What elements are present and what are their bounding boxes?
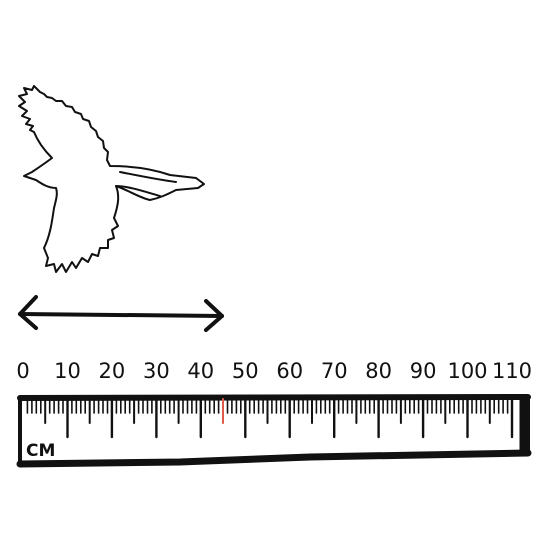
ruler-unit-label: CM bbox=[26, 441, 55, 461]
ruler-label-90: 90 bbox=[410, 359, 437, 383]
wingspan-arrow bbox=[18, 295, 224, 332]
bird-tail-line bbox=[119, 171, 177, 183]
ruler-label-100: 100 bbox=[447, 359, 487, 383]
bird-illustration bbox=[18, 85, 205, 273]
ruler-label-0: 0 bbox=[16, 359, 29, 383]
ruler-label-40: 40 bbox=[187, 359, 214, 383]
ruler-label-110: 110 bbox=[492, 359, 532, 383]
ruler-label-80: 80 bbox=[365, 359, 392, 383]
ruler-label-70: 70 bbox=[321, 359, 348, 383]
ruler-label-50: 50 bbox=[232, 359, 259, 383]
ruler-label-20: 20 bbox=[99, 359, 126, 383]
arrow-shaft bbox=[18, 312, 224, 318]
ruler-ticks bbox=[26, 397, 514, 439]
ruler-label-10: 10 bbox=[54, 359, 81, 383]
ruler-top-edge bbox=[17, 394, 531, 401]
bird-outline bbox=[18, 85, 205, 273]
arrow-right-head bbox=[204, 299, 224, 332]
ruler-labels: 0 10 20 30 40 50 60 70 80 90 100 110 bbox=[16, 359, 532, 383]
ruler-label-30: 30 bbox=[143, 359, 170, 383]
bird-wing-fold bbox=[115, 185, 161, 197]
arrow-left-head bbox=[18, 295, 38, 330]
ruler: CM bbox=[16, 394, 532, 468]
ruler-bottom-edge bbox=[16, 449, 532, 468]
ruler-label-60: 60 bbox=[276, 359, 303, 383]
